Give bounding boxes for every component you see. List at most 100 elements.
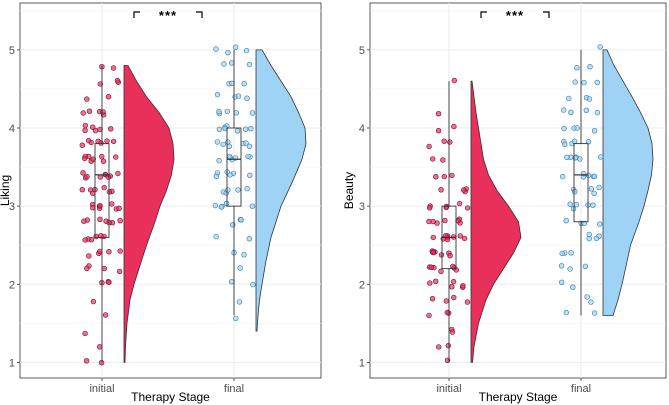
data-point-final: [591, 190, 597, 197]
data-point-initial: [97, 216, 103, 223]
data-point-final: [587, 63, 593, 70]
data-point-initial: [115, 170, 121, 177]
data-point-final: [570, 206, 577, 212]
x-tick-label-final: final: [224, 383, 244, 395]
data-point-final: [558, 263, 565, 269]
data-point-initial: [101, 265, 108, 272]
data-point-initial: [438, 252, 445, 258]
data-point-final: [564, 154, 570, 161]
y-tick-label: 1: [9, 357, 15, 369]
box-initial: [94, 143, 110, 238]
data-point-initial: [97, 81, 104, 87]
data-point-initial: [89, 190, 96, 196]
data-point-initial: [450, 278, 457, 285]
data-point-final: [243, 140, 249, 146]
y-tick-label: 4: [9, 123, 15, 135]
data-point-final: [596, 221, 603, 227]
data-point-final: [588, 186, 595, 192]
data-point-initial: [102, 312, 109, 318]
violin-initial: [470, 80, 522, 363]
data-point-initial: [90, 156, 96, 162]
data-point-initial: [84, 173, 90, 180]
data-point-final: [567, 266, 573, 272]
data-point-final: [583, 107, 589, 114]
data-point-final: [568, 109, 574, 116]
data-point-initial: [464, 205, 471, 211]
data-point-initial: [80, 110, 86, 116]
data-point-initial: [98, 140, 104, 146]
data-point-final: [248, 125, 254, 132]
data-point-initial: [81, 218, 87, 224]
data-point-initial: [429, 296, 436, 302]
data-point-initial: [79, 187, 86, 193]
data-point-initial: [449, 284, 455, 290]
data-point-final: [563, 218, 569, 224]
data-point-initial: [82, 127, 88, 134]
data-point-final: [226, 143, 233, 150]
data-point-final: [235, 93, 242, 99]
data-point-initial: [460, 283, 466, 289]
data-point-final: [573, 201, 580, 208]
data-point-final: [563, 309, 569, 316]
data-point-final: [572, 189, 578, 195]
data-point-final: [228, 279, 235, 285]
data-point-final: [559, 173, 566, 180]
data-point-initial: [97, 248, 103, 255]
data-point-final: [591, 173, 598, 180]
violin-initial: [123, 65, 175, 363]
data-point-initial: [105, 93, 112, 100]
data-point-initial: [436, 344, 442, 350]
data-point-final: [558, 279, 565, 285]
data-point-initial: [106, 249, 112, 255]
x-tick-label-final: final: [571, 383, 591, 395]
data-point-final: [226, 153, 233, 160]
data-point-initial: [90, 298, 97, 305]
data-point-initial: [110, 138, 117, 145]
data-point-initial: [112, 154, 119, 160]
data-point-final: [213, 233, 219, 240]
data-point-initial: [93, 233, 99, 240]
data-point-initial: [449, 172, 455, 179]
data-point-final: [238, 217, 244, 223]
data-point-initial: [441, 173, 447, 180]
data-point-final: [574, 125, 580, 131]
data-point-initial: [427, 280, 433, 286]
data-point-initial: [444, 309, 450, 316]
significance-bracket-left: [133, 11, 140, 18]
y-tick-label: 1: [359, 357, 365, 369]
data-point-final: [213, 46, 219, 52]
data-point-initial: [92, 127, 99, 134]
y-tick-label: 5: [359, 45, 365, 57]
data-point-final: [244, 95, 250, 101]
data-point-final: [233, 315, 239, 322]
data-point-initial: [116, 268, 123, 275]
violin-final: [602, 49, 654, 316]
data-point-final: [214, 91, 221, 98]
data-point-initial: [90, 205, 96, 211]
data-point-final: [586, 96, 593, 102]
y-tick-label: 3: [359, 201, 365, 213]
data-point-initial: [86, 253, 92, 259]
data-point-initial: [84, 265, 90, 271]
data-point-initial: [426, 312, 432, 319]
data-point-initial: [110, 65, 117, 71]
x-axis-label: Therapy Stage: [131, 390, 210, 404]
data-point-initial: [85, 137, 92, 144]
data-point-final: [588, 299, 594, 305]
data-point-initial: [82, 237, 88, 243]
data-point-initial: [457, 233, 463, 239]
data-point-initial: [84, 96, 90, 102]
data-point-initial: [86, 108, 93, 114]
data-point-initial: [89, 124, 96, 130]
data-point-initial: [100, 158, 107, 164]
data-point-final: [560, 107, 567, 113]
data-point-initial: [430, 156, 436, 162]
data-point-initial: [99, 153, 105, 160]
data-point-initial: [88, 237, 95, 243]
data-point-initial: [428, 264, 434, 270]
significance-bracket-left: [480, 11, 487, 18]
liking-chart-panel: 1 2 3 4 5 initial final Therapy Stage Liking ***: [0, 2, 322, 404]
data-point-initial: [82, 122, 89, 129]
significance-bracket-right: [196, 11, 203, 18]
data-point-final: [216, 157, 222, 164]
